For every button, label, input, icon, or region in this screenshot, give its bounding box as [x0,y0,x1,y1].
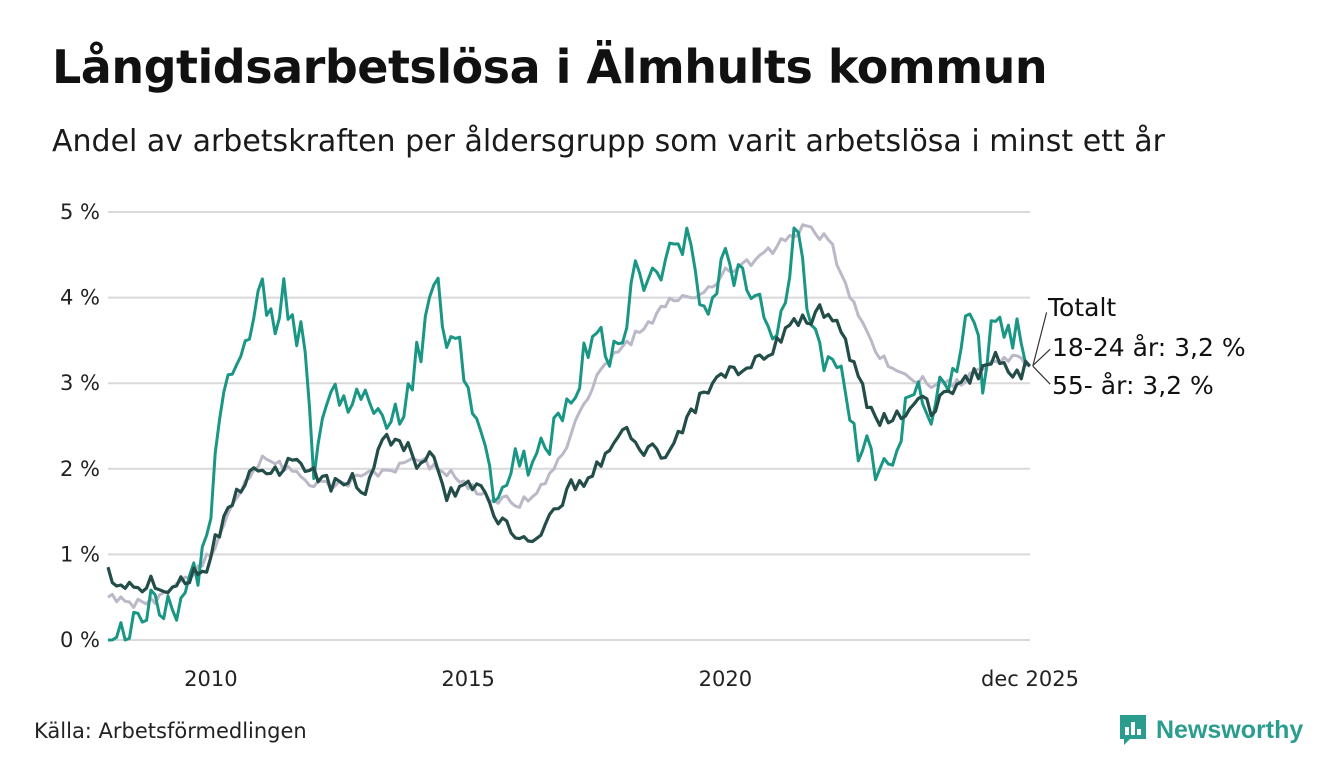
y-tick-label: 0 % [60,628,100,652]
y-tick-label: 2 % [60,457,100,481]
newsworthy-logo: Newsworthy [1118,713,1303,747]
x-tick-label: 2020 [699,667,752,691]
end-label-total: Totalt [1047,293,1116,322]
x-tick-label: 2015 [441,667,494,691]
end-label-age_55: 55- år: 3,2 % [1052,371,1214,400]
y-tick-label: 4 % [60,286,100,310]
x-axis-tick-labels: 2010 2015 2020 dec 2025 [184,667,1079,691]
x-tick-label: 2010 [184,667,237,691]
series-line-age_18_24 [108,226,1031,642]
end-labels: Totalt 18-24 år: 3,2 % 55- år: 3,2 % [1032,293,1246,400]
gridlines [108,211,1030,641]
series-line-total [107,223,1031,609]
end-label-leader [1032,365,1051,385]
x-tick-label: dec 2025 [981,667,1079,691]
end-label-age_18_24: 18-24 år: 3,2 % [1052,333,1246,362]
y-axis-tick-labels: 0 % 1 % 2 % 3 % 4 % 5 % [60,200,100,652]
end-label-leader [1032,348,1051,367]
y-tick-label: 1 % [60,542,100,566]
source-note: Källa: Arbetsförmedlingen [34,719,307,743]
end-label-leader [1032,312,1048,367]
y-tick-label: 5 % [60,200,100,224]
series-lines [106,223,1032,642]
series-line-age_55 [106,303,1032,595]
brand-name: Newsworthy [1156,715,1304,744]
newsworthy-logo-icon [1120,715,1146,745]
chart-title: Långtidsarbetslösa i Älmhults kommun [52,40,1048,94]
chart-subtitle: Andel av arbetskraften per åldersgrupp s… [52,124,1165,159]
y-tick-label: 3 % [60,371,100,395]
